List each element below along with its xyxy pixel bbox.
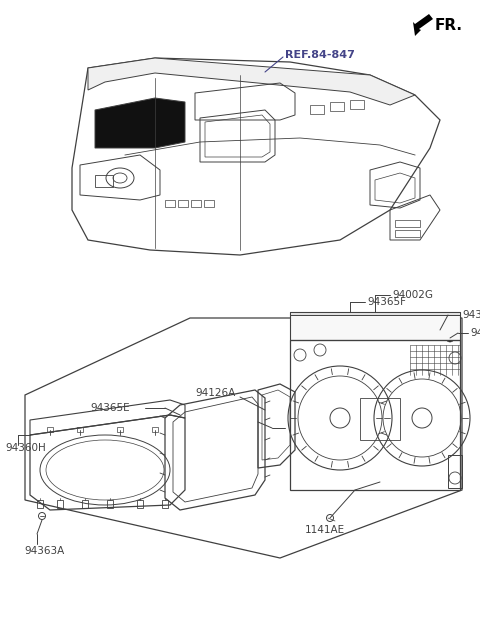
Bar (178, 200, 188, 207)
Text: 94365E: 94365E (90, 403, 130, 413)
Polygon shape (413, 14, 433, 36)
Bar (191, 200, 201, 207)
Polygon shape (95, 98, 185, 148)
Polygon shape (88, 58, 415, 105)
Bar (37, 500, 43, 508)
Text: 94369D: 94369D (462, 310, 480, 320)
Polygon shape (290, 312, 460, 315)
Text: 94363A: 94363A (24, 546, 64, 556)
Bar (395, 230, 420, 237)
Bar (162, 500, 168, 508)
Bar (204, 200, 214, 207)
Text: 94360H: 94360H (5, 443, 46, 453)
Bar (350, 100, 364, 109)
Text: 94002G: 94002G (392, 290, 433, 300)
Bar (77, 427, 83, 432)
Text: REF.84-847: REF.84-847 (285, 50, 355, 60)
Bar (310, 105, 324, 114)
Bar (95, 175, 113, 187)
Text: 94365F: 94365F (367, 297, 406, 307)
Bar (395, 220, 420, 227)
Bar (107, 500, 113, 508)
Bar (330, 102, 344, 111)
Bar (47, 427, 53, 432)
Bar (137, 500, 143, 508)
Polygon shape (290, 312, 460, 340)
Circle shape (446, 334, 454, 342)
Circle shape (436, 326, 444, 334)
Bar (152, 427, 158, 432)
Text: FR.: FR. (435, 18, 463, 33)
Bar (117, 427, 123, 432)
Bar (165, 200, 175, 207)
Text: 94126A: 94126A (195, 388, 235, 398)
Bar (82, 500, 88, 508)
Text: 94369D: 94369D (470, 328, 480, 338)
Text: 1141AE: 1141AE (305, 525, 345, 535)
Bar (57, 500, 63, 508)
